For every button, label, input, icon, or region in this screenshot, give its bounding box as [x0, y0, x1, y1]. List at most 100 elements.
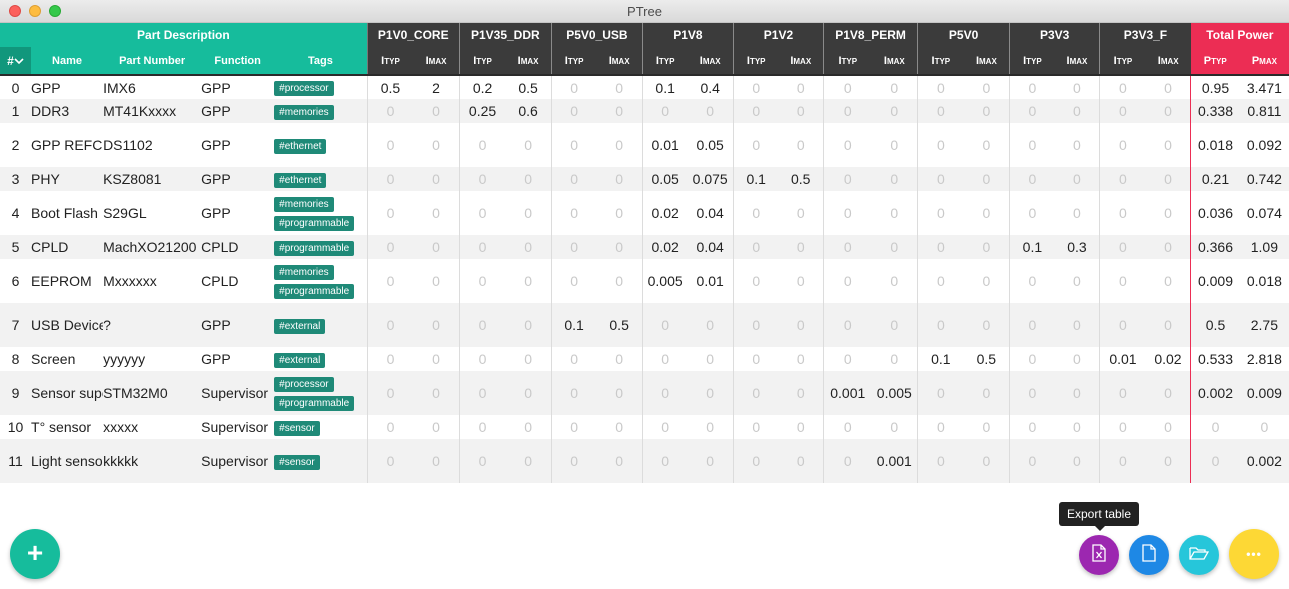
current-max-cell[interactable]: 0	[778, 303, 824, 347]
current-max-cell[interactable]: 0	[505, 371, 552, 415]
part-name-cell[interactable]: Light sensor	[31, 439, 104, 483]
close-window-button[interactable]	[9, 5, 21, 17]
current-typical-cell[interactable]: 0	[732, 303, 779, 347]
current-max-cell[interactable]: 0	[1054, 439, 1100, 483]
current-typical-cell[interactable]: 0	[1099, 191, 1146, 235]
table-row[interactable]: 4 Boot Flash S29GL GPP #memories #programmabl…	[0, 191, 1289, 235]
new-file-button[interactable]	[1129, 535, 1169, 575]
current-max-cell[interactable]: 0	[615, 351, 624, 367]
current-typical-cell[interactable]: 0	[458, 303, 506, 347]
part-number-cell[interactable]: KSZ8081	[103, 167, 202, 191]
tags-cell[interactable]: #sensor	[274, 415, 367, 439]
current-max-cell[interactable]: 0	[413, 167, 460, 191]
tag-badge[interactable]: #ethernet	[274, 138, 327, 154]
current-typical-cell[interactable]: 0	[366, 191, 414, 235]
current-max-cell[interactable]: 0	[871, 303, 918, 347]
current-typical-cell[interactable]: 0	[822, 259, 872, 303]
current-max-cell[interactable]: 0	[596, 439, 643, 483]
current-max-cell[interactable]: 0.01	[696, 273, 724, 289]
tag-badge[interactable]: #processor	[274, 377, 334, 392]
current-max-cell[interactable]: 0	[982, 205, 991, 221]
tags-cell[interactable]: #ethernet	[274, 167, 368, 191]
tag-badge[interactable]: #sensor	[274, 454, 320, 470]
current-max-cell[interactable]: 0	[890, 419, 899, 435]
current-typical-cell[interactable]: 0	[550, 415, 597, 439]
current-typical-cell[interactable]: 0.05	[641, 167, 688, 191]
current-typical-cell[interactable]: 0	[822, 123, 872, 167]
part-number-cell[interactable]: kkkkk	[103, 439, 202, 483]
current-typical-cell[interactable]: 0	[550, 75, 597, 99]
current-typical-cell[interactable]: 0	[822, 347, 872, 371]
current-typical-cell[interactable]: 0	[458, 123, 506, 167]
current-typical-cell[interactable]: 0.01	[641, 123, 688, 167]
current-max-cell[interactable]: 0	[1073, 205, 1081, 221]
current-max-cell[interactable]: 0	[1164, 419, 1172, 435]
current-typical-cell[interactable]: 0	[550, 235, 597, 259]
current-max-cell[interactable]: 0	[1164, 273, 1172, 289]
current-max-cell[interactable]: 0	[963, 167, 1010, 191]
current-max-cell[interactable]: 2	[432, 79, 440, 96]
current-typical-cell[interactable]: 0	[822, 75, 872, 99]
tags-column-header[interactable]: Tags	[274, 47, 368, 76]
current-max-cell[interactable]: 0	[596, 99, 643, 123]
function-cell[interactable]: GPP	[201, 351, 231, 367]
function-cell[interactable]: GPP	[201, 205, 231, 221]
part-number-cell[interactable]: STM32M0	[103, 371, 202, 415]
current-max-cell[interactable]: 0	[1145, 371, 1191, 415]
current-max-cell[interactable]: 0.5	[778, 167, 824, 191]
current-typical-cell[interactable]: 0.02	[641, 191, 688, 235]
minimize-window-button[interactable]	[29, 5, 41, 17]
current-typical-cell[interactable]: 0	[822, 191, 872, 235]
current-typical-cell[interactable]: 0	[822, 415, 872, 439]
current-typical-cell[interactable]: 0	[366, 439, 414, 483]
current-max-cell[interactable]: 0	[413, 303, 460, 347]
current-typical-cell[interactable]: 0	[732, 259, 779, 303]
current-max-cell[interactable]: 0	[505, 303, 552, 347]
current-typical-cell[interactable]: 0	[732, 347, 779, 371]
current-max-cell[interactable]: 0	[796, 273, 805, 289]
current-max-cell[interactable]: 0	[1145, 303, 1191, 347]
part-name-cell[interactable]: GPP REFCLK	[31, 137, 103, 153]
current-max-cell[interactable]: 0	[890, 273, 899, 289]
current-max-cell[interactable]: 0	[1145, 235, 1191, 259]
current-max-cell[interactable]: 0	[1164, 79, 1172, 96]
current-typical-cell[interactable]: 0	[641, 99, 688, 123]
current-typical-cell[interactable]: 0	[1009, 415, 1055, 439]
current-max-cell[interactable]: 0.04	[696, 205, 724, 221]
current-typical-cell[interactable]: 0	[732, 123, 779, 167]
current-typical-cell[interactable]: 0.1	[641, 75, 688, 99]
current-typical-cell[interactable]: 0	[1099, 167, 1146, 191]
name-column-header[interactable]: Name	[31, 47, 104, 76]
current-max-cell[interactable]: 0	[413, 99, 460, 123]
current-max-cell[interactable]: 0	[796, 137, 805, 153]
current-max-cell[interactable]: 0.02	[1154, 351, 1182, 367]
current-max-cell[interactable]: 0	[1073, 351, 1081, 367]
function-column-header[interactable]: Function	[201, 47, 275, 76]
table-row[interactable]: 6 EEPROM Mxxxxxx CPLD #memories #programmable…	[0, 259, 1289, 303]
current-typical-cell[interactable]: 0	[458, 259, 506, 303]
current-max-cell[interactable]: 0	[1145, 99, 1191, 123]
current-typical-cell[interactable]: 0	[1009, 99, 1055, 123]
part-name-cell[interactable]: EEPROM	[31, 273, 92, 289]
current-max-cell[interactable]: 0.4	[700, 79, 720, 96]
current-max-cell[interactable]: 0	[524, 205, 532, 221]
current-typical-cell[interactable]: 0	[1099, 303, 1146, 347]
current-max-cell[interactable]: 0	[413, 235, 460, 259]
current-max-cell[interactable]: 0	[1054, 303, 1100, 347]
part-number-cell[interactable]: MT41Kxxxx	[103, 99, 202, 123]
current-typical-cell[interactable]: 0	[917, 99, 964, 123]
current-typical-cell[interactable]: 0.005	[641, 259, 688, 303]
tags-cell[interactable]: #memories #programmable	[274, 259, 367, 303]
current-max-cell[interactable]: 0	[871, 99, 918, 123]
current-max-cell[interactable]: 0	[1054, 371, 1100, 415]
current-typical-cell[interactable]: 0	[458, 167, 506, 191]
current-max-cell[interactable]: 0	[524, 273, 532, 289]
current-typical-cell[interactable]: 0	[917, 235, 964, 259]
current-typical-cell[interactable]: 0.2	[458, 75, 506, 99]
current-typical-cell[interactable]: 0	[641, 347, 688, 371]
current-max-cell[interactable]: 0	[524, 137, 532, 153]
tag-badge[interactable]: #memories	[274, 265, 334, 280]
current-typical-cell[interactable]: 0	[917, 123, 964, 167]
tags-cell[interactable]: #external	[274, 347, 367, 371]
current-typical-cell[interactable]: 0	[458, 235, 506, 259]
